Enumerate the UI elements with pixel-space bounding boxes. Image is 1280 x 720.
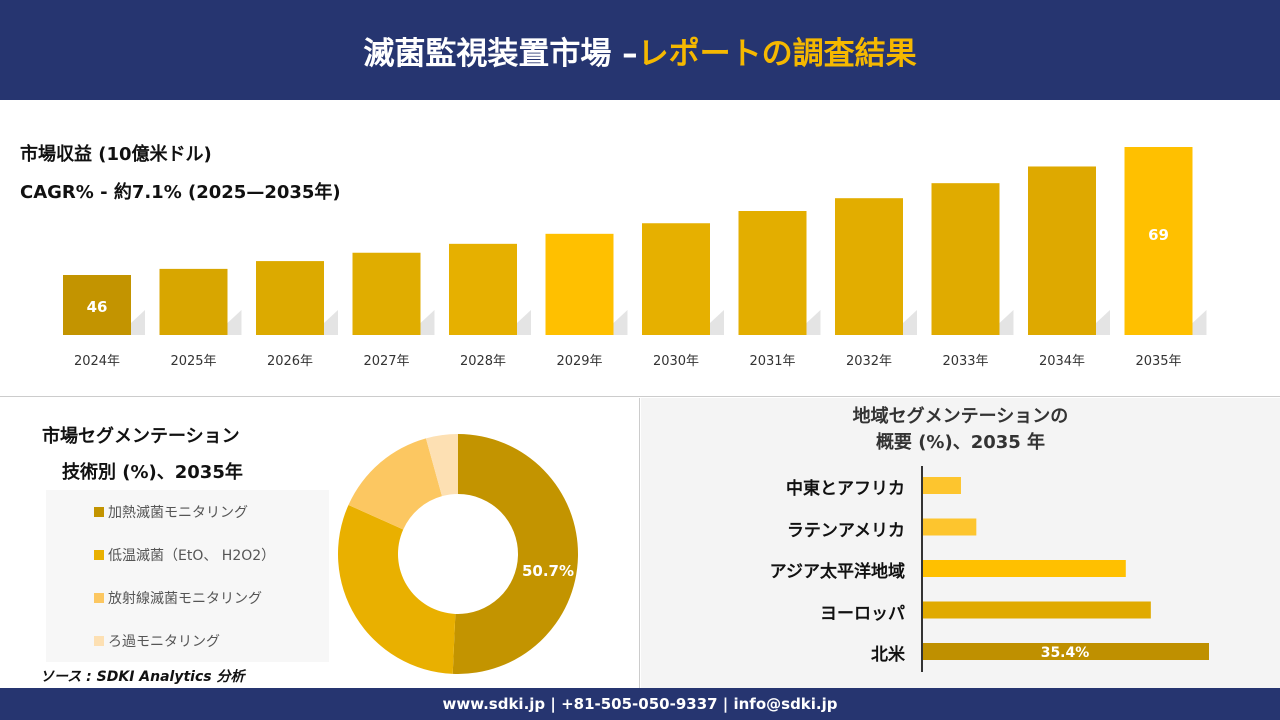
year-tick-label: 2035年 [1135, 354, 1181, 369]
revenue-bar [738, 211, 807, 335]
year-tick-label: 2034年 [1039, 354, 1085, 369]
bar-shadow [131, 310, 145, 335]
year-tick-label: 2026年 [267, 354, 313, 369]
legend-swatch [94, 550, 104, 560]
legend-label: 低温滅菌（EtO、 H2O2） [108, 548, 276, 564]
legend-label: 加熱滅菌モニタリング [108, 505, 248, 521]
donut-legend: 加熱滅菌モニタリング低温滅菌（EtO、 H2O2） 放射線滅菌モニタリング ろ過モニ… [46, 490, 329, 662]
legend-item: ろ過モニタリング [94, 631, 220, 651]
bar-shadow [1096, 310, 1110, 335]
region-segment-panel: 地域セグメンテーションの 概要 (%)、2035 年 中東とアフリカ ラテンアメリカ… [641, 398, 1280, 688]
year-tick-label: 2032年 [846, 354, 892, 369]
year-tick-label: 2029年 [556, 354, 602, 369]
cagr-label: CAGR% - 約7.1% (2025—2035年) [20, 182, 341, 203]
footer-contact: www.sdki.jp | +81-505-050-9337 | info@sd… [0, 688, 1280, 720]
region-data-label: 35.4% [1041, 645, 1090, 661]
legend-label: ろ過モニタリング [108, 634, 220, 650]
title-main: 滅菌監視装置市場 – [363, 35, 638, 72]
year-tick-label: 2025年 [170, 354, 216, 369]
region-label: ヨーロッパ [820, 603, 905, 624]
bar-shadow [517, 310, 531, 335]
slice-data-label: 50.7% [522, 562, 574, 580]
revenue-bar-chart: 2024年 46 2025年 2026年 2027年 2028年 2029年 2030年 203… [63, 147, 1207, 369]
region-title: 地域セグメンテーションの 概要 (%)、2035 年 [852, 406, 1069, 453]
year-tick-label: 2028年 [460, 354, 506, 369]
revenue-bar [931, 183, 1000, 335]
technology-segment-panel: 市場セグメンテーション 技術別 (%)、2035年 加熱滅菌モニタリング低温滅菌… [0, 398, 640, 688]
revenue-bar [63, 275, 131, 335]
revenue-section: 市場収益 (10億米ドル) CAGR% - 約7.1% (2025—2035年)… [0, 100, 1280, 397]
bar-shadow [1192, 310, 1207, 335]
bar-shadow [710, 310, 724, 335]
bar-data-label: 69 [1148, 226, 1169, 244]
donut-slice [425, 434, 458, 497]
region-bar [923, 643, 1209, 660]
legend-item: 放射線滅菌モニタリング [94, 588, 262, 608]
bar-shadow [999, 310, 1014, 335]
revenue-bar [642, 223, 710, 335]
revenue-bar [352, 252, 421, 335]
region-bar [923, 477, 961, 494]
donut-slice [337, 504, 456, 674]
bar-shadow [613, 310, 628, 335]
year-tick-label: 2027年 [363, 354, 409, 369]
region-label: 中東とアフリカ [786, 479, 905, 499]
revenue-bar [449, 243, 517, 335]
legend-swatch [94, 636, 104, 646]
revenue-bar [545, 233, 614, 335]
segment-subtitle: 技術別 (%)、2035年 [62, 462, 243, 483]
year-tick-label: 2033年 [942, 354, 988, 369]
region-bar [923, 601, 1151, 619]
region-label: ラテンアメリカ [786, 520, 905, 541]
bar-shadow [903, 310, 917, 335]
header-banner: 滅菌監視装置市場 – レポートの調査結果 [0, 0, 1280, 100]
bar-shadow [227, 310, 242, 335]
revenue-bar [1028, 166, 1096, 335]
technology-donut-chart: 50.7% [337, 434, 578, 674]
legend-item: 低温滅菌（EtO、 H2O2） [94, 545, 275, 565]
bar-shadow [806, 310, 821, 335]
region-label: 北米 [871, 645, 905, 665]
donut-slice [348, 438, 442, 530]
bar-data-label: 46 [87, 298, 108, 316]
year-tick-label: 2030年 [653, 354, 699, 369]
segment-title: 市場セグメンテーション [42, 426, 240, 447]
bar-shadow [420, 310, 435, 335]
donut-slice [452, 434, 578, 674]
year-tick-label: 2024年 [74, 354, 120, 369]
region-bar [923, 560, 1126, 577]
region-label: アジア太平洋地域 [769, 562, 905, 582]
legend-swatch [94, 593, 104, 603]
region-bar-chart: 35.4% [921, 466, 1209, 672]
year-tick-label: 2031年 [749, 354, 795, 369]
region-bar [923, 518, 977, 536]
legend-swatch [94, 507, 104, 517]
revenue-bar [835, 198, 903, 335]
revenue-bar [159, 268, 228, 335]
revenue-bar [256, 261, 324, 335]
bar-shadow [324, 310, 338, 335]
revenue-bar [1124, 147, 1193, 335]
source-note: ソース : SDKI Analytics 分析 [40, 669, 245, 685]
legend-label: 放射線滅菌モニタリング [108, 591, 262, 607]
legend-item: 加熱滅菌モニタリング [94, 502, 248, 522]
revenue-label: 市場収益 (10億米ドル) [20, 144, 212, 165]
title-accent: レポートの調査結果 [637, 35, 917, 72]
